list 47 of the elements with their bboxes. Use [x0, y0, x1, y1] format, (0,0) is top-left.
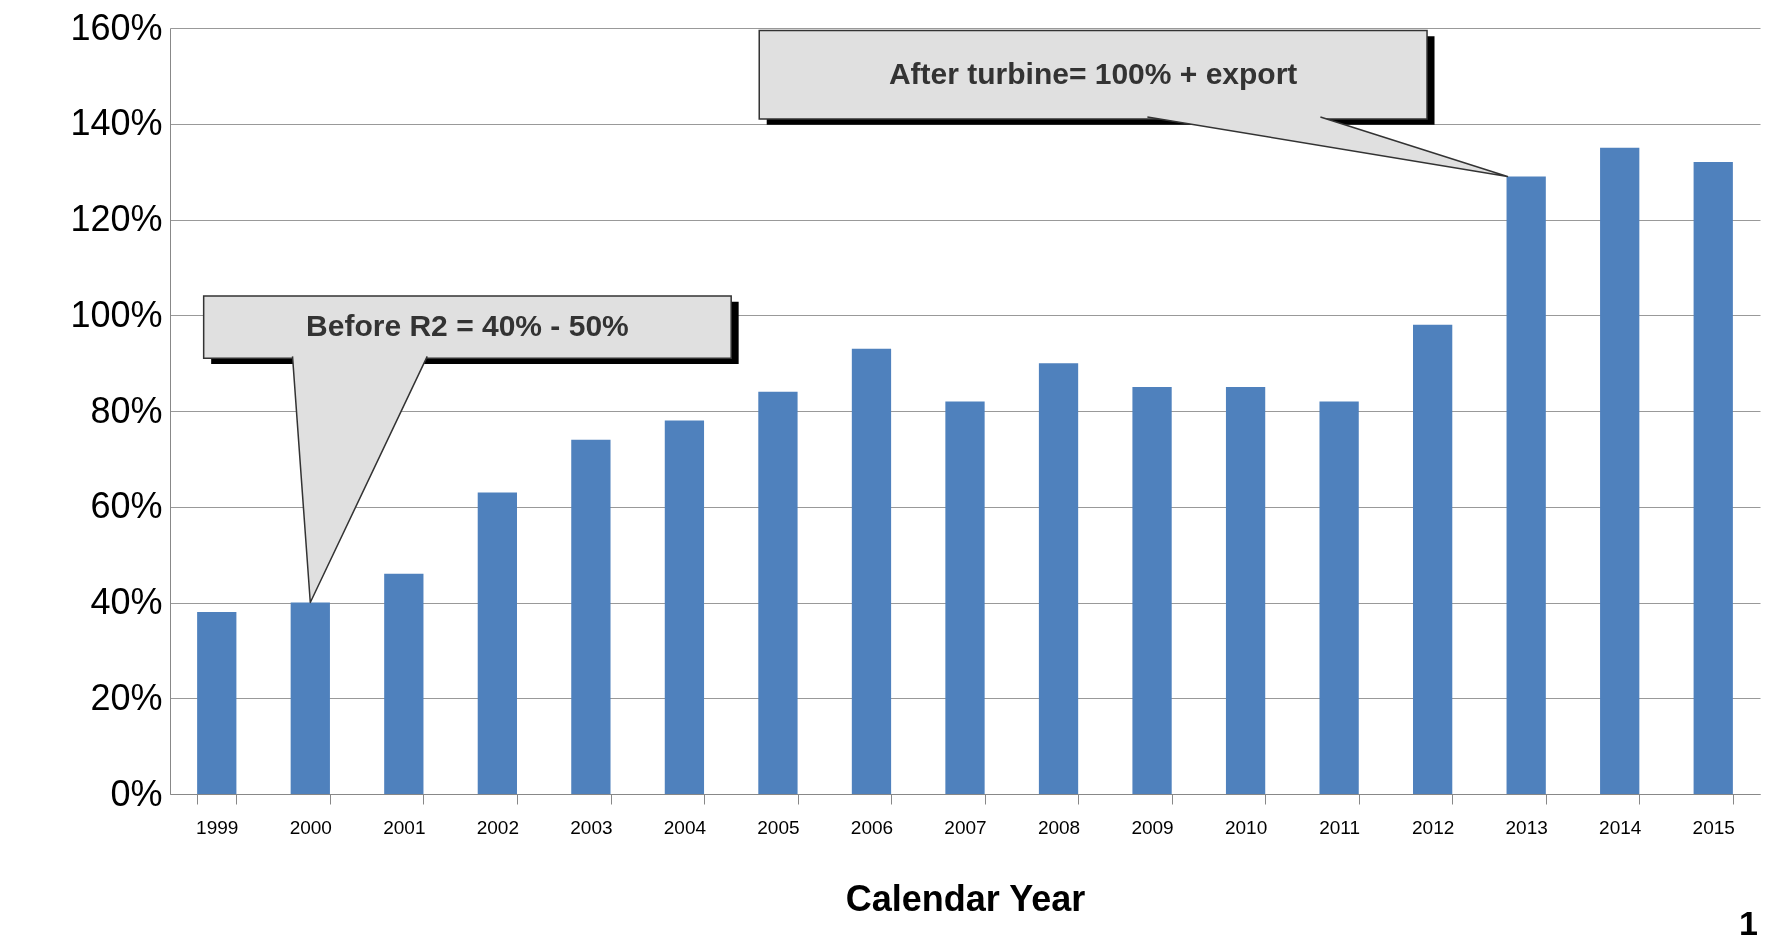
x-tick-label: 2005	[757, 816, 800, 838]
y-tick-label: 60%	[90, 485, 163, 527]
y-tick-label: 40%	[90, 581, 163, 622]
x-tick-label: 2014	[1599, 816, 1642, 838]
bar	[1506, 176, 1546, 794]
bar	[384, 573, 424, 794]
x-tick-label: 2007	[944, 816, 987, 838]
bar	[290, 602, 330, 794]
annotation: After turbine= 100% + export	[888, 56, 1298, 90]
x-tick-label: 2006	[850, 816, 894, 838]
y-tick-label: 100%	[70, 293, 163, 335]
bar	[1319, 401, 1359, 794]
y-tick-label: 120%	[70, 198, 163, 239]
x-tick-label: 2001	[383, 816, 426, 838]
bar	[477, 492, 517, 794]
x-tick-label: 2009	[1131, 816, 1174, 838]
bar	[1132, 387, 1172, 794]
y-tick-label: 20%	[90, 676, 163, 718]
bar	[851, 348, 892, 794]
bar	[197, 612, 237, 794]
y-tick-label: 80%	[90, 389, 163, 431]
annotation: Before R2 = 40% - 50%	[306, 309, 629, 343]
bar	[1225, 387, 1266, 794]
bar	[571, 439, 611, 794]
x-tick-label: 2002	[476, 816, 519, 838]
bar	[1038, 363, 1079, 794]
x-tick-label: 2015	[1692, 816, 1735, 838]
x-tick-label: 2008	[1037, 816, 1081, 838]
x-tick-label: 2013	[1505, 816, 1548, 838]
x-tick-label: 1999	[196, 816, 239, 838]
x-tick-label: 2011	[1319, 816, 1361, 838]
bar	[758, 391, 798, 794]
bar	[1600, 147, 1640, 794]
x-tick-label: 2012	[1412, 816, 1455, 838]
y-tick-label: 0%	[110, 772, 163, 814]
y-tick-label: 140%	[70, 102, 163, 144]
x-tick-label: 2010	[1224, 816, 1268, 838]
x-tick-label: 2004	[663, 816, 707, 838]
text: 1	[1739, 904, 1758, 942]
y-tick-label: 160%	[70, 6, 163, 48]
x-tick-label: 2000	[289, 816, 332, 838]
bar	[664, 420, 705, 794]
x-axis-title: Calendar Year	[845, 877, 1086, 919]
x-tick-label: 2003	[570, 816, 613, 838]
bar	[1693, 162, 1733, 794]
bar	[945, 401, 985, 794]
bar	[1413, 324, 1453, 794]
